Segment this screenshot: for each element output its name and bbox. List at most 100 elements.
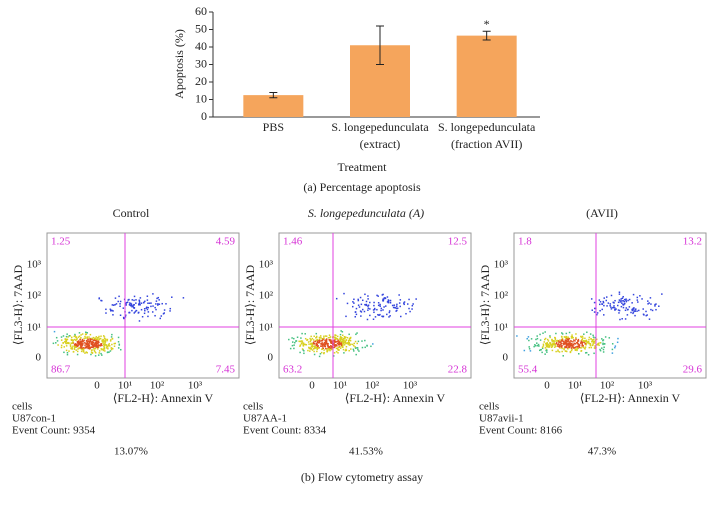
event-dot xyxy=(309,350,311,352)
event-dot xyxy=(103,337,106,340)
event-dot xyxy=(580,350,582,352)
event-dot xyxy=(160,315,163,317)
event-dot xyxy=(613,305,615,307)
event-dot xyxy=(565,343,568,346)
event-dot xyxy=(318,347,320,349)
event-dot xyxy=(72,345,74,347)
event-dot xyxy=(117,336,120,339)
event-dot xyxy=(625,307,628,309)
event-dot xyxy=(97,342,99,345)
event-dot xyxy=(577,340,580,342)
event-dot xyxy=(536,337,539,340)
event-dot xyxy=(315,336,318,339)
event-dot xyxy=(288,338,290,341)
event-dot xyxy=(580,335,582,338)
event-dot xyxy=(581,339,583,341)
event-dot xyxy=(114,297,117,299)
event-dot xyxy=(658,305,660,307)
event-dot xyxy=(549,336,551,339)
event-dot xyxy=(599,349,602,352)
event-dot xyxy=(118,295,120,298)
event-dot xyxy=(79,343,82,346)
event-dot xyxy=(76,340,79,343)
event-dot xyxy=(97,345,100,347)
event-dot xyxy=(651,309,654,312)
event-dot xyxy=(73,348,76,350)
event-dot xyxy=(94,351,97,354)
event-dot xyxy=(320,340,323,342)
event-dot xyxy=(374,316,377,318)
event-dot xyxy=(571,345,574,347)
event-dot xyxy=(345,339,348,341)
event-dot xyxy=(77,348,79,350)
event-dot xyxy=(300,343,303,345)
event-dot xyxy=(315,342,318,345)
event-dot xyxy=(382,309,384,311)
event-dot xyxy=(580,341,582,343)
event-dot xyxy=(343,337,345,340)
event-dot xyxy=(549,343,552,345)
event-dot xyxy=(357,348,359,351)
event-dot xyxy=(528,346,530,348)
event-dot xyxy=(636,299,639,301)
event-dot xyxy=(324,345,327,348)
event-dot xyxy=(595,338,598,341)
event-dot xyxy=(557,345,559,347)
y-tick-label: 50 xyxy=(195,21,207,35)
event-dot xyxy=(356,342,358,345)
event-dot xyxy=(94,345,96,347)
error-bar xyxy=(269,92,278,99)
event-dot xyxy=(88,344,91,347)
event-dot xyxy=(361,340,363,342)
event-dot xyxy=(353,298,355,301)
event-dot xyxy=(111,347,114,350)
event-dot xyxy=(613,307,616,309)
event-dot xyxy=(541,351,543,354)
event-dot xyxy=(62,342,64,344)
event-dot xyxy=(350,343,352,345)
event-dot xyxy=(655,303,657,305)
event-dot xyxy=(559,339,561,341)
event-dot xyxy=(642,308,644,310)
event-dot xyxy=(351,305,354,308)
event-dot xyxy=(301,340,304,342)
event-dot xyxy=(602,300,605,303)
event-dot xyxy=(591,340,593,343)
event-dot xyxy=(571,334,573,336)
event-dot xyxy=(569,351,572,353)
event-dot xyxy=(581,343,584,346)
event-dot xyxy=(559,341,561,343)
event-dot xyxy=(602,301,605,304)
event-dot xyxy=(545,342,547,345)
event-dot xyxy=(592,341,595,344)
event-dot xyxy=(631,302,633,304)
event-dot xyxy=(141,316,144,318)
event-dot xyxy=(101,340,104,343)
event-dot xyxy=(636,310,638,312)
event-dot xyxy=(552,343,554,346)
event-dot xyxy=(647,303,649,305)
event-dot xyxy=(386,301,389,303)
event-dot xyxy=(81,333,84,335)
event-dot xyxy=(379,303,381,306)
event-dot xyxy=(361,346,364,349)
event-dot xyxy=(590,346,593,349)
event-dot xyxy=(85,343,88,346)
event-dot xyxy=(102,335,105,337)
event-dot xyxy=(313,350,315,353)
panel-title: Control xyxy=(113,206,150,220)
event-dot xyxy=(599,303,601,306)
event-dot xyxy=(306,338,309,341)
event-dot xyxy=(405,312,407,315)
event-dot xyxy=(372,343,374,345)
event-dot xyxy=(602,342,604,345)
event-dot xyxy=(76,353,79,356)
event-dot xyxy=(628,298,631,301)
event-dot xyxy=(81,344,84,346)
event-dot xyxy=(55,342,57,344)
event-dot xyxy=(92,341,95,344)
y-tick-label: 10² xyxy=(27,290,42,302)
event-dot xyxy=(389,299,392,302)
event-dot xyxy=(346,302,349,305)
event-dot xyxy=(557,349,559,351)
